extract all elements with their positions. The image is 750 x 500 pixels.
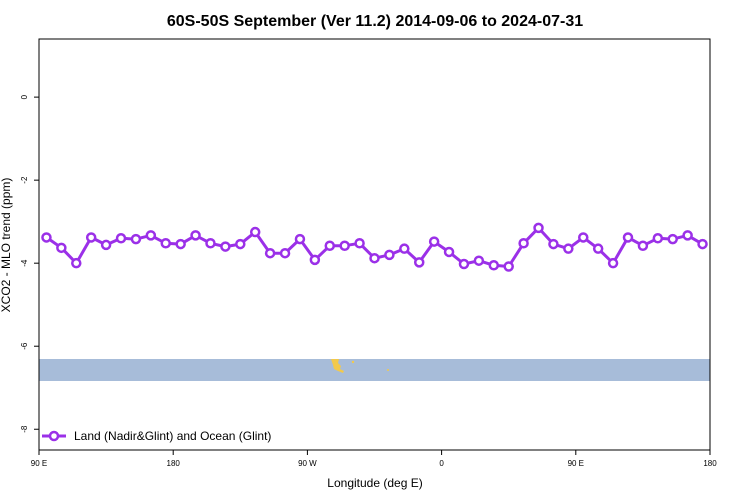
plot-frame bbox=[38, 38, 711, 451]
data-point bbox=[85, 232, 97, 243]
data-point bbox=[249, 226, 261, 238]
data-point bbox=[533, 222, 544, 234]
data-point bbox=[637, 240, 649, 251]
y-tick-label: -2 bbox=[20, 176, 29, 184]
data-point bbox=[413, 257, 425, 268]
y-axis: 0 -2 -4 -6 -8 bbox=[20, 94, 39, 433]
series-layer bbox=[41, 222, 708, 272]
data-point bbox=[324, 240, 336, 251]
y-tick-label: 0 bbox=[20, 94, 29, 99]
map-land-south-georgia bbox=[387, 369, 389, 371]
data-point bbox=[428, 236, 440, 247]
data-point bbox=[548, 238, 559, 250]
data-point bbox=[667, 233, 678, 245]
map-land bbox=[331, 359, 389, 373]
x-tick-label: 90 W bbox=[298, 459, 317, 468]
data-point bbox=[592, 243, 604, 254]
data-point bbox=[309, 254, 321, 266]
data-point bbox=[473, 255, 485, 266]
x-axis: 90 E 180 90 W 0 90 E 180 bbox=[31, 450, 717, 468]
data-point bbox=[503, 261, 514, 272]
data-point bbox=[145, 230, 157, 241]
data-point bbox=[100, 239, 112, 251]
map-land-patagonia bbox=[331, 359, 344, 373]
data-point bbox=[264, 247, 276, 259]
x-tick-label: 180 bbox=[167, 459, 181, 468]
data-point bbox=[235, 238, 246, 250]
y-axis-label: XCO2 - MLO trend (ppm) bbox=[0, 178, 13, 313]
data-point bbox=[563, 243, 574, 254]
data-point bbox=[622, 232, 634, 243]
data-point bbox=[175, 238, 186, 250]
legend: Land (Nadir&Glint) and Ocean (Glint) bbox=[42, 429, 271, 443]
data-point bbox=[443, 246, 455, 258]
data-point bbox=[294, 233, 306, 245]
data-point bbox=[682, 230, 693, 241]
data-point bbox=[220, 241, 231, 252]
data-point bbox=[369, 252, 380, 264]
data-point bbox=[115, 233, 127, 244]
map-land-falklands bbox=[351, 360, 355, 364]
data-point bbox=[354, 238, 365, 249]
data-point bbox=[697, 238, 708, 250]
data-point bbox=[205, 238, 216, 249]
x-tick-label: 90 E bbox=[568, 459, 584, 468]
y-tick-label: -4 bbox=[20, 259, 29, 267]
data-point bbox=[41, 232, 52, 243]
data-point bbox=[518, 238, 529, 249]
data-point bbox=[190, 230, 201, 241]
data-point bbox=[56, 242, 67, 254]
data-point bbox=[71, 257, 82, 269]
chart-title: 60S-50S September (Ver 11.2) 2014-09-06 … bbox=[167, 13, 583, 30]
data-point bbox=[130, 233, 142, 245]
x-tick-label: 180 bbox=[703, 459, 717, 468]
y-tick-label: -6 bbox=[20, 342, 29, 350]
data-point bbox=[458, 258, 470, 270]
data-point bbox=[488, 260, 500, 271]
data-point bbox=[279, 247, 291, 259]
x-tick-label: 0 bbox=[439, 459, 444, 468]
data-point bbox=[339, 240, 350, 251]
data-point bbox=[160, 238, 171, 249]
legend-label: Land (Nadir&Glint) and Ocean (Glint) bbox=[74, 429, 271, 443]
y-tick-label: -8 bbox=[20, 425, 29, 433]
x-tick-label: 90 E bbox=[31, 459, 47, 468]
data-point bbox=[578, 232, 589, 243]
inset-map bbox=[39, 359, 710, 381]
data-point bbox=[384, 249, 395, 261]
data-point bbox=[607, 257, 619, 269]
data-point bbox=[652, 233, 664, 244]
map-ocean bbox=[39, 359, 710, 381]
legend-marker bbox=[48, 430, 60, 442]
x-axis-label: Longitude (deg E) bbox=[327, 476, 422, 490]
data-point bbox=[399, 243, 410, 254]
